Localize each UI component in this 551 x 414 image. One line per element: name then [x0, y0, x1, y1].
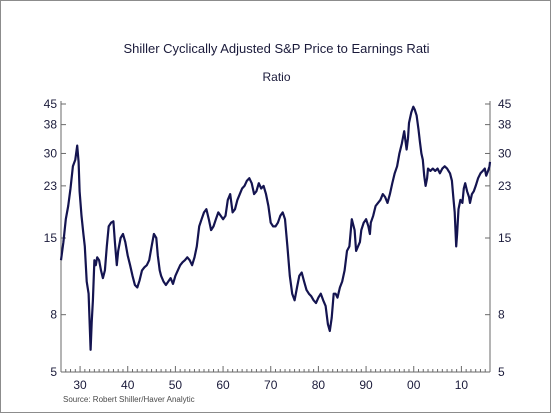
chart-title: Shiller Cyclically Adjusted S&P Price to… — [123, 41, 430, 56]
y-tick-label-right: 30 — [498, 146, 512, 160]
y-tick-label-left: 23 — [44, 179, 58, 193]
x-tick-label: 50 — [169, 378, 183, 392]
x-tick-label: 00 — [407, 378, 421, 392]
y-tick-label-left: 38 — [44, 118, 58, 132]
y-axis-right: 45 38 30 23 15 8 5 — [485, 97, 512, 379]
x-tick-label: 60 — [216, 378, 230, 392]
chart-subtitle: Ratio — [262, 70, 291, 84]
y-axis-left: 45 38 30 23 15 8 5 — [44, 97, 66, 379]
x-tick-label: 80 — [312, 378, 326, 392]
chart-axes — [60, 101, 491, 373]
y-tick-label-left: 8 — [50, 308, 57, 322]
x-tick-label: 30 — [73, 378, 87, 392]
y-tick-label-left: 30 — [44, 146, 58, 160]
x-tick-label: 10 — [455, 378, 469, 392]
y-tick-label-right: 45 — [498, 97, 512, 111]
source-note: Source: Robert Shiller/Haver Analytic — [63, 395, 195, 404]
x-tick-label: 90 — [359, 378, 373, 392]
x-tick-label: 40 — [121, 378, 135, 392]
y-tick-label-right: 8 — [498, 308, 505, 322]
x-tick-label: 70 — [264, 378, 278, 392]
y-tick-label-right: 15 — [498, 231, 512, 245]
series-line — [59, 105, 492, 351]
y-tick-label-left: 5 — [50, 365, 57, 379]
y-tick-label-left: 45 — [44, 97, 58, 111]
y-tick-label-right: 38 — [498, 118, 512, 132]
y-tick-label-right: 5 — [498, 365, 505, 379]
y-tick-label-right: 23 — [498, 179, 512, 193]
x-axis: 30 40 50 60 70 80 90 00 10 — [60, 366, 491, 392]
y-tick-label-left: 15 — [44, 231, 58, 245]
